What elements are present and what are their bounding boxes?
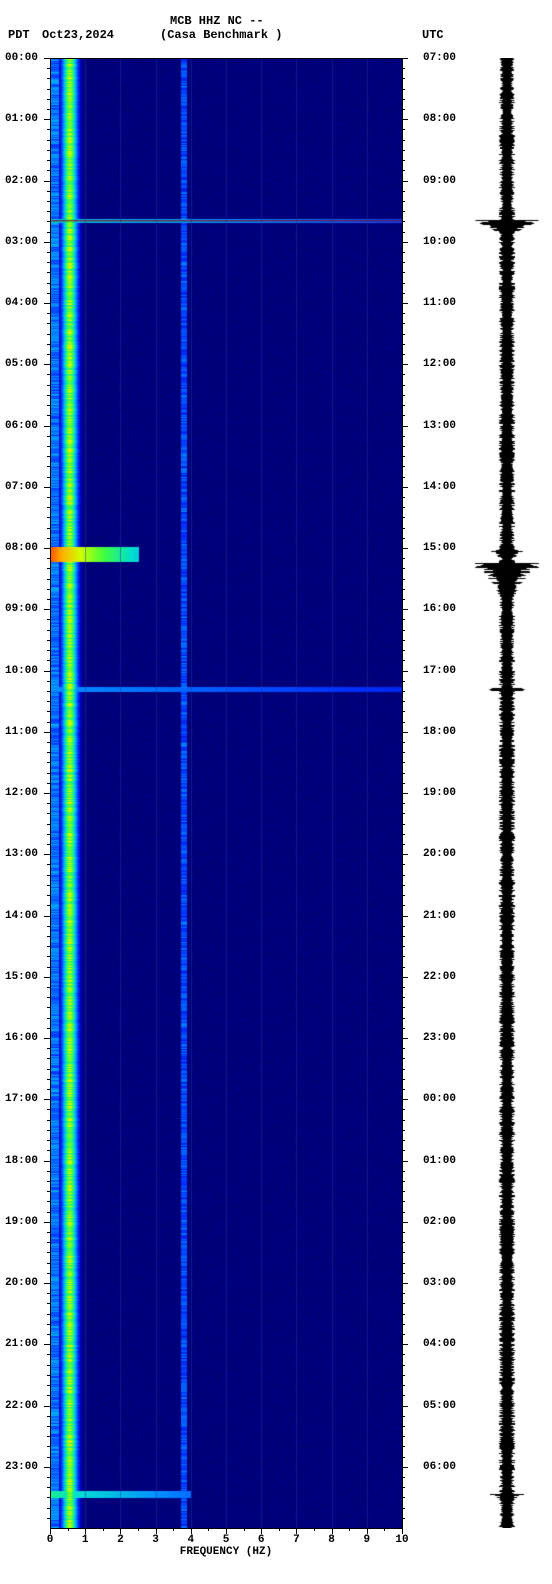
ytick-left: 04:00 <box>0 297 50 309</box>
xtick-label: 7 <box>293 1534 300 1546</box>
ytick-right: 01:00 <box>402 1155 456 1167</box>
header-tz-right: UTC <box>422 28 444 42</box>
ytick-left: 11:00 <box>0 726 50 738</box>
axis-border-left <box>50 58 51 1528</box>
ytick-right: 22:00 <box>402 971 456 983</box>
xtick-label: 1 <box>82 1534 89 1546</box>
ytick-right: 08:00 <box>402 113 456 125</box>
ytick-right: 17:00 <box>402 665 456 677</box>
xtick-label: 0 <box>47 1534 54 1546</box>
x-axis: FREQUENCY (HZ) 012345678910 <box>50 1528 402 1568</box>
ytick-left: 01:00 <box>0 113 50 125</box>
ytick-left: 22:00 <box>0 1400 50 1412</box>
ytick-right: 16:00 <box>402 603 456 615</box>
x-axis-label: FREQUENCY (HZ) <box>50 1546 402 1558</box>
ytick-right: 06:00 <box>402 1461 456 1473</box>
y-axis-right-ticks: 07:0008:0009:0010:0011:0012:0013:0014:00… <box>402 58 456 1528</box>
ytick-right: 13:00 <box>402 420 456 432</box>
ytick-right: 20:00 <box>402 848 456 860</box>
xtick-label: 3 <box>152 1534 159 1546</box>
xtick-label: 2 <box>117 1534 124 1546</box>
xtick-label: 5 <box>223 1534 230 1546</box>
xtick-label: 6 <box>258 1534 265 1546</box>
ytick-right: 00:00 <box>402 1093 456 1105</box>
ytick-right: 03:00 <box>402 1277 456 1289</box>
ytick-left: 17:00 <box>0 1093 50 1105</box>
ytick-right: 12:00 <box>402 358 456 370</box>
ytick-right: 07:00 <box>402 52 456 64</box>
ytick-left: 03:00 <box>0 236 50 248</box>
ytick-right: 19:00 <box>402 787 456 799</box>
ytick-left: 19:00 <box>0 1216 50 1228</box>
ytick-left: 20:00 <box>0 1277 50 1289</box>
ytick-left: 16:00 <box>0 1032 50 1044</box>
ytick-left: 10:00 <box>0 665 50 677</box>
xtick-label: 10 <box>395 1534 408 1546</box>
ytick-left: 13:00 <box>0 848 50 860</box>
ytick-right: 15:00 <box>402 542 456 554</box>
ytick-left: 02:00 <box>0 175 50 187</box>
ytick-left: 23:00 <box>0 1461 50 1473</box>
spectrogram-plot <box>50 58 402 1528</box>
header-location: (Casa Benchmark ) <box>160 28 282 42</box>
ytick-right: 05:00 <box>402 1400 456 1412</box>
ytick-left: 14:00 <box>0 910 50 922</box>
page: PDT Oct23,2024 MCB HHZ NC -- (Casa Bench… <box>0 0 552 1584</box>
spectrogram-canvas <box>50 58 402 1528</box>
ytick-right: 11:00 <box>402 297 456 309</box>
ytick-left: 06:00 <box>0 420 50 432</box>
ytick-left: 09:00 <box>0 603 50 615</box>
ytick-right: 18:00 <box>402 726 456 738</box>
y-axis-left-ticks: 00:0001:0002:0003:0004:0005:0006:0007:00… <box>0 58 50 1528</box>
header-tz-left: PDT <box>8 28 30 42</box>
ytick-right: 02:00 <box>402 1216 456 1228</box>
ytick-right: 10:00 <box>402 236 456 248</box>
ytick-left: 15:00 <box>0 971 50 983</box>
ytick-left: 21:00 <box>0 1338 50 1350</box>
seismogram-panel <box>468 58 546 1528</box>
ytick-right: 04:00 <box>402 1338 456 1350</box>
seismogram-canvas <box>468 58 546 1528</box>
ytick-left: 07:00 <box>0 481 50 493</box>
header-station: MCB HHZ NC -- <box>170 14 264 28</box>
ytick-right: 09:00 <box>402 175 456 187</box>
ytick-left: 08:00 <box>0 542 50 554</box>
ytick-right: 23:00 <box>402 1032 456 1044</box>
axis-border-top <box>50 58 402 59</box>
ytick-left: 12:00 <box>0 787 50 799</box>
ytick-left: 18:00 <box>0 1155 50 1167</box>
xtick-label: 9 <box>363 1534 370 1546</box>
ytick-left: 05:00 <box>0 358 50 370</box>
ytick-right: 14:00 <box>402 481 456 493</box>
ytick-right: 21:00 <box>402 910 456 922</box>
xtick-label: 8 <box>328 1534 335 1546</box>
header: PDT Oct23,2024 MCB HHZ NC -- (Casa Bench… <box>0 14 552 54</box>
xtick-label: 4 <box>187 1534 194 1546</box>
header-date: Oct23,2024 <box>42 28 114 42</box>
ytick-left: 00:00 <box>0 52 50 64</box>
